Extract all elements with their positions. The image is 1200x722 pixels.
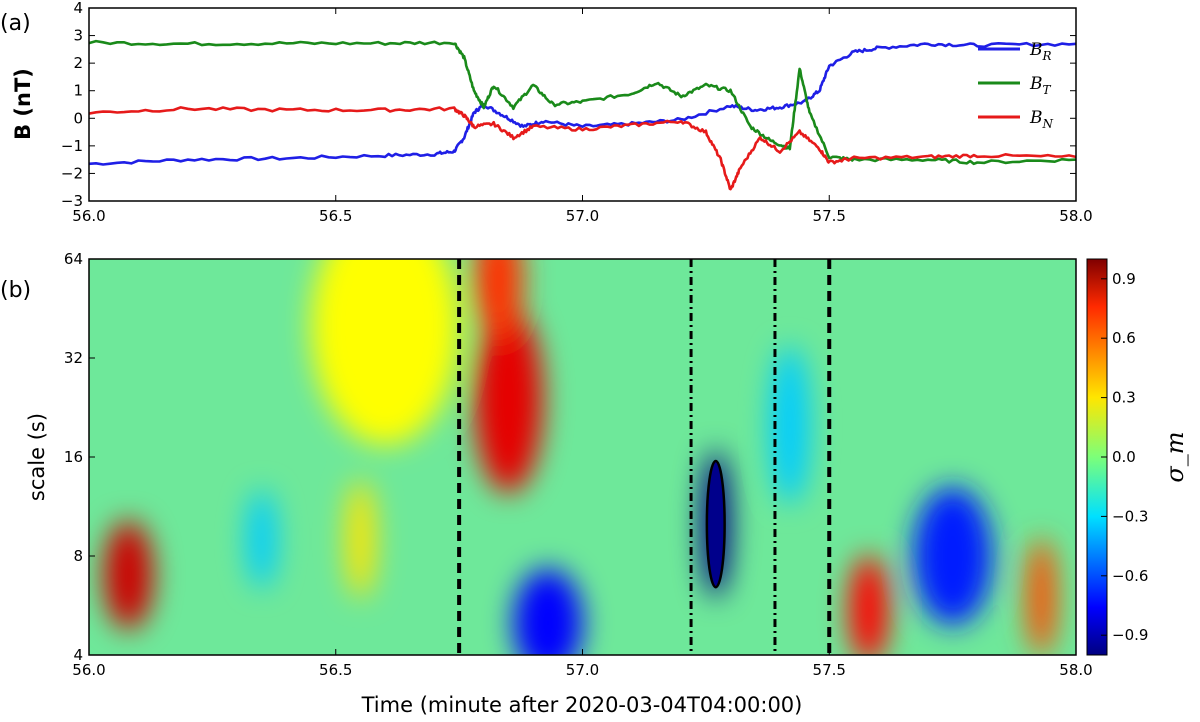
panel-a-frame — [88, 7, 1077, 202]
heatmap-feature — [311, 259, 460, 445]
panel-b-y-tick-label: 8 — [73, 547, 83, 565]
contour-line — [705, 459, 726, 589]
panel-b-xlabel: Time (minute after 2020-03-04T04:00:00) — [361, 693, 803, 717]
colorbar-tick-label: 0.9 — [1112, 270, 1136, 288]
heatmap-contours — [705, 459, 726, 589]
panel-a-y-tick-label: 1 — [73, 82, 83, 100]
colorbar-label: σ_m — [1161, 431, 1189, 482]
panel-a-y-tick-label: 2 — [73, 54, 83, 72]
magnetic-field-panel: 56.0 56.5 57.0 57.5 58.0 −3 −2 −1 0 1 2 3 4 (a) B (… — [0, 0, 1093, 225]
heatmap-feature — [246, 489, 277, 589]
series-line-B_R — [89, 41, 1076, 166]
panel-a-label: (a) — [0, 11, 31, 36]
panel-a-x-tick-label: 57.0 — [566, 207, 599, 225]
legend-label-B_N: BN — [1029, 108, 1054, 131]
heatmap-feature — [103, 520, 154, 630]
panel-b-x-tick-label: 58.0 — [1059, 661, 1092, 679]
heatmap-feature — [473, 305, 544, 494]
heatmap-features — [103, 259, 1057, 655]
heatmap-feature — [473, 259, 524, 341]
panel-a-x-tick-label: 56.5 — [319, 207, 352, 225]
colorbar-tick-label: 0.6 — [1112, 329, 1136, 347]
heatmap-background — [89, 259, 1076, 655]
panel-a-y-ticks: −3 −2 −1 0 1 2 3 4 — [61, 0, 1076, 210]
panel-b-y-tick-label: 16 — [64, 448, 83, 466]
panel-a-y-tick-label: 4 — [73, 0, 83, 17]
panel-b-y-ticks: 4 8 16 32 64 — [64, 250, 95, 664]
heatmap-feature — [913, 486, 993, 626]
colorbar-tick-label: −0.9 — [1112, 626, 1148, 644]
panel-b-y-tick-label: 32 — [64, 349, 83, 367]
panel-a-y-tick-label: −1 — [61, 137, 83, 155]
field-lines — [89, 39, 1076, 191]
spectrogram-panel: 56.0 56.5 57.0 57.5 58.0 4 8 16 32 64 (b) scale … — [0, 250, 1093, 717]
panel-a-y-tick-label: −2 — [61, 164, 83, 182]
colorbar-tick-label: −0.3 — [1112, 507, 1148, 525]
heatmap-area — [89, 259, 1076, 655]
heatmap-feature — [513, 568, 583, 655]
colorbar-tick-label: 0.0 — [1112, 448, 1136, 466]
series-line-B_T — [89, 39, 1076, 166]
heatmap-feature — [848, 555, 889, 655]
panel-b-x-tick-label: 57.5 — [813, 661, 846, 679]
colorbar: 0.9 0.6 0.3 0.0 −0.3 −0.6 −0.9 σ_m — [1086, 258, 1189, 656]
panel-b-y-tick-label: 64 — [64, 250, 83, 268]
heatmap-feature — [1026, 537, 1057, 655]
panel-a-y-tick-label: 0 — [73, 109, 83, 127]
colorbar-ticks: 0.9 0.6 0.3 0.0 −0.3 −0.6 −0.9 — [1101, 270, 1148, 644]
legend-label-B_T: BT — [1029, 74, 1052, 97]
panel-a-x-tick-label: 57.5 — [813, 207, 846, 225]
heatmap-feature — [770, 345, 810, 505]
panel-b-y-tick-label: 4 — [73, 646, 83, 664]
panel-b-ylabel: scale (s) — [25, 413, 49, 501]
panel-b-x-ticks: 56.0 56.5 57.0 57.5 58.0 — [72, 649, 1093, 679]
heatmap-feature — [345, 479, 376, 599]
colorbar-tick-label: 0.3 — [1112, 389, 1136, 407]
legend: BR BT BN — [978, 40, 1054, 131]
panel-a-y-tick-label: −3 — [61, 192, 83, 210]
series-line-B_N — [89, 106, 1076, 191]
colorbar-tick-label: −0.6 — [1112, 567, 1148, 585]
panel-a-y-tick-label: 3 — [73, 27, 83, 45]
panel-a-x-ticks: 56.0 56.5 57.0 57.5 58.0 — [72, 8, 1093, 225]
panel-a-ylabel: B (nT) — [11, 68, 35, 140]
panel-b-label: (b) — [0, 278, 31, 303]
panel-b-x-tick-label: 56.5 — [319, 661, 352, 679]
panel-a-x-tick-label: 58.0 — [1059, 207, 1092, 225]
panel-a-x-tick-label: 56.0 — [72, 207, 105, 225]
panel-b-x-tick-label: 57.0 — [566, 661, 599, 679]
legend-label-B_R: BR — [1029, 40, 1052, 63]
panel-b-x-tick-label: 56.0 — [72, 661, 105, 679]
boundary-lines — [457, 259, 832, 655]
